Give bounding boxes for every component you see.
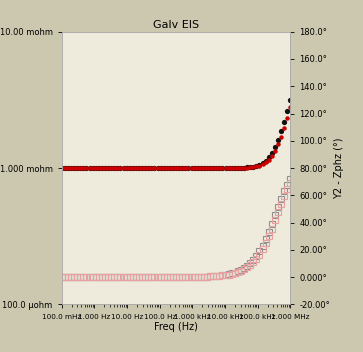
- X-axis label: Freq (Hz): Freq (Hz): [154, 322, 198, 332]
- Y-axis label: Y2 - Zphz (°): Y2 - Zphz (°): [334, 137, 344, 199]
- Title: Galv EIS: Galv EIS: [153, 19, 199, 30]
